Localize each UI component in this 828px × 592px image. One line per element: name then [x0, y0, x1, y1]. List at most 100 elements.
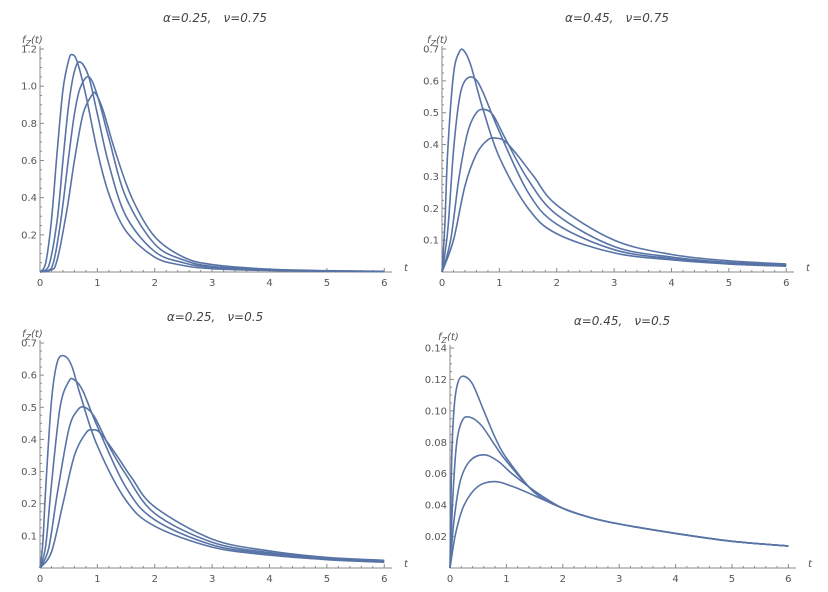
y-tick-label: 0.02 [425, 532, 447, 543]
series-line-2 [449, 415, 789, 569]
x-tick-label: 6 [785, 574, 791, 585]
series-line-4 [449, 480, 789, 569]
x-tick-label: 5 [726, 278, 732, 289]
x-tick-label: 2 [554, 278, 560, 289]
x-tick-label: 4 [266, 278, 272, 289]
y-tick-label: 0.6 [21, 371, 37, 382]
chart-panel-alpha-045-nu-075: α=0.45, ν=0.75 fZ(t) t 0 1 2 3 4 5 6 0.1 0.2 0.3 0.4 0.… [423, 11, 811, 289]
x-tick-label: 2 [152, 278, 158, 289]
x-tick-label: 5 [729, 574, 735, 585]
x-tick-label: 2 [560, 574, 566, 585]
y-axis-label-arg: (t) [436, 35, 448, 46]
y-tick-label: 0.7 [423, 45, 439, 56]
chart-panel-alpha-045-nu-05: α=0.45, ν=0.5 fZ(t) t 0 1 2 3 4 5 6 0.02 0.04 0.06 0.0… [425, 314, 813, 585]
y-tick-label: 0.4 [21, 193, 37, 204]
title-alpha: α=0.45, [574, 314, 623, 328]
chart-title: α=0.25, ν=0.75 [163, 11, 267, 25]
y-tick-label: 0.2 [423, 204, 439, 215]
y-tick-label: 0.6 [423, 76, 439, 87]
x-tick-label: 0 [37, 278, 43, 289]
title-nu: ν=0.75 [626, 11, 669, 25]
y-axis-label-main: f [22, 35, 27, 46]
y-axis-label-arg: (t) [31, 35, 43, 46]
series-line-1 [39, 354, 385, 569]
y-axis-label-arg: (t) [31, 329, 43, 340]
y-tick-label: 0.1 [21, 531, 37, 542]
chart-title: α=0.25, ν=0.5 [167, 310, 263, 324]
series-line-1 [39, 53, 385, 273]
series-line-3 [449, 454, 789, 569]
y-tick-label: 0.14 [425, 344, 447, 355]
x-tick-label: 3 [611, 278, 617, 289]
y-tick-label: 0.2 [21, 230, 37, 241]
x-tick-label: 1 [496, 278, 502, 289]
y-tick-label: 0.12 [425, 375, 447, 386]
x-tick-label: 0 [37, 574, 43, 585]
series-line-2 [441, 76, 787, 273]
y-tick-label: 0.1 [423, 236, 439, 247]
y-tick-label: 0.5 [423, 108, 439, 119]
y-tick-label: 0.3 [21, 467, 37, 478]
chart-panel-alpha-025-nu-075: α=0.25, ν=0.75 fZ(t) t 0 1 2 3 4 5 6 0.2 0.4 0.6 0.8 1.… [21, 11, 409, 289]
x-axis-label: t [806, 263, 811, 274]
y-tick-label: 0.4 [423, 140, 439, 151]
series-line-2 [39, 61, 385, 273]
y-axis-label-main: f [22, 329, 27, 340]
x-tick-label: 3 [209, 574, 215, 585]
y-tick-label: 0.10 [425, 406, 447, 417]
x-tick-label: 4 [672, 574, 678, 585]
series-line-4 [441, 137, 787, 273]
x-tick-label: 0 [447, 574, 453, 585]
x-tick-label: 6 [381, 574, 387, 585]
y-tick-label: 0.4 [21, 435, 37, 446]
x-tick-label: 1 [94, 278, 100, 289]
series-line-3 [39, 406, 385, 569]
y-axis-label-sub: Z [25, 39, 32, 48]
y-axis-label: fZ(t) [22, 35, 43, 48]
y-tick-label: 0.3 [423, 172, 439, 183]
title-nu: ν=0.5 [634, 314, 670, 328]
series-line-1 [441, 48, 787, 273]
x-tick-label: 0 [439, 278, 445, 289]
y-axis-label-main: f [427, 35, 432, 46]
y-tick-label: 0.5 [21, 403, 37, 414]
y-tick-label: 0.8 [21, 119, 37, 130]
x-tick-label: 1 [503, 574, 509, 585]
chart-panel-alpha-025-nu-05: α=0.25, ν=0.5 fZ(t) t 0 1 2 3 4 5 6 0.1 0.2 0.3 0.4 0.5… [21, 310, 409, 585]
y-tick-label: 1.0 [21, 82, 37, 93]
x-tick-label: 6 [381, 278, 387, 289]
title-alpha: α=0.25, [167, 310, 216, 324]
x-axis-label: t [808, 559, 813, 570]
chart-title: α=0.45, ν=0.5 [574, 314, 670, 328]
y-tick-label: 0.7 [21, 339, 37, 350]
y-axis-label: fZ(t) [22, 329, 43, 342]
x-tick-label: 3 [209, 278, 215, 289]
x-tick-label: 4 [266, 574, 272, 585]
y-tick-label: 0.2 [21, 499, 37, 510]
title-nu: ν=0.75 [224, 11, 267, 25]
y-axis-label-sub: Z [25, 333, 32, 342]
series-line-1 [449, 375, 789, 569]
x-tick-label: 4 [668, 278, 674, 289]
title-nu: ν=0.5 [227, 310, 263, 324]
y-tick-label: 0.08 [425, 438, 447, 449]
y-axis-label-main: f [438, 332, 443, 343]
chart-title: α=0.45, ν=0.75 [565, 11, 669, 25]
y-axis-label: fZ(t) [438, 332, 459, 345]
y-tick-label: 0.04 [425, 501, 447, 512]
y-tick-label: 0.6 [21, 156, 37, 167]
x-tick-label: 6 [783, 278, 789, 289]
series-line-4 [39, 91, 385, 273]
x-tick-label: 5 [324, 574, 330, 585]
series-line-2 [39, 377, 385, 569]
y-tick-label: 1.2 [21, 45, 37, 56]
x-axis-label: t [404, 263, 409, 274]
x-axis-label: t [404, 559, 409, 570]
y-tick-label: 0.06 [425, 469, 447, 480]
y-axis-label-sub: Z [430, 39, 437, 48]
series-line-3 [39, 75, 385, 273]
series-line-3 [441, 108, 787, 273]
x-tick-label: 2 [152, 574, 158, 585]
y-axis-label-sub: Z [441, 336, 448, 345]
